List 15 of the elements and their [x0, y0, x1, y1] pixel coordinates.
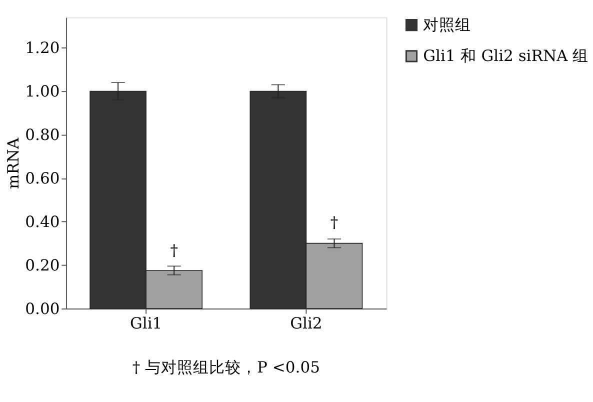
text: † 与对照组比较，P <0.05 [132, 358, 320, 377]
y-tick-label: 0.40 [25, 212, 60, 231]
y-tick-label: 0.60 [25, 169, 60, 188]
y-tick-label: 1.20 [25, 39, 60, 58]
x-tick-label: Gli1 [130, 314, 162, 332]
legend-label: Gli1 和 Gli2 siRNA 组 [423, 47, 589, 66]
annotation: † [170, 242, 178, 260]
y-axis-title: mRNA [4, 137, 22, 189]
y-tick-label: 1.00 [25, 82, 60, 101]
y-tick-label: 0.20 [25, 256, 60, 274]
annotation: † [330, 213, 338, 232]
legend-label: 对照组 [423, 16, 472, 34]
y-tick-label: 0.80 [25, 126, 60, 144]
x-tick-label: Gli2 [290, 314, 322, 332]
y-tick-label: 0.00 [25, 300, 60, 318]
